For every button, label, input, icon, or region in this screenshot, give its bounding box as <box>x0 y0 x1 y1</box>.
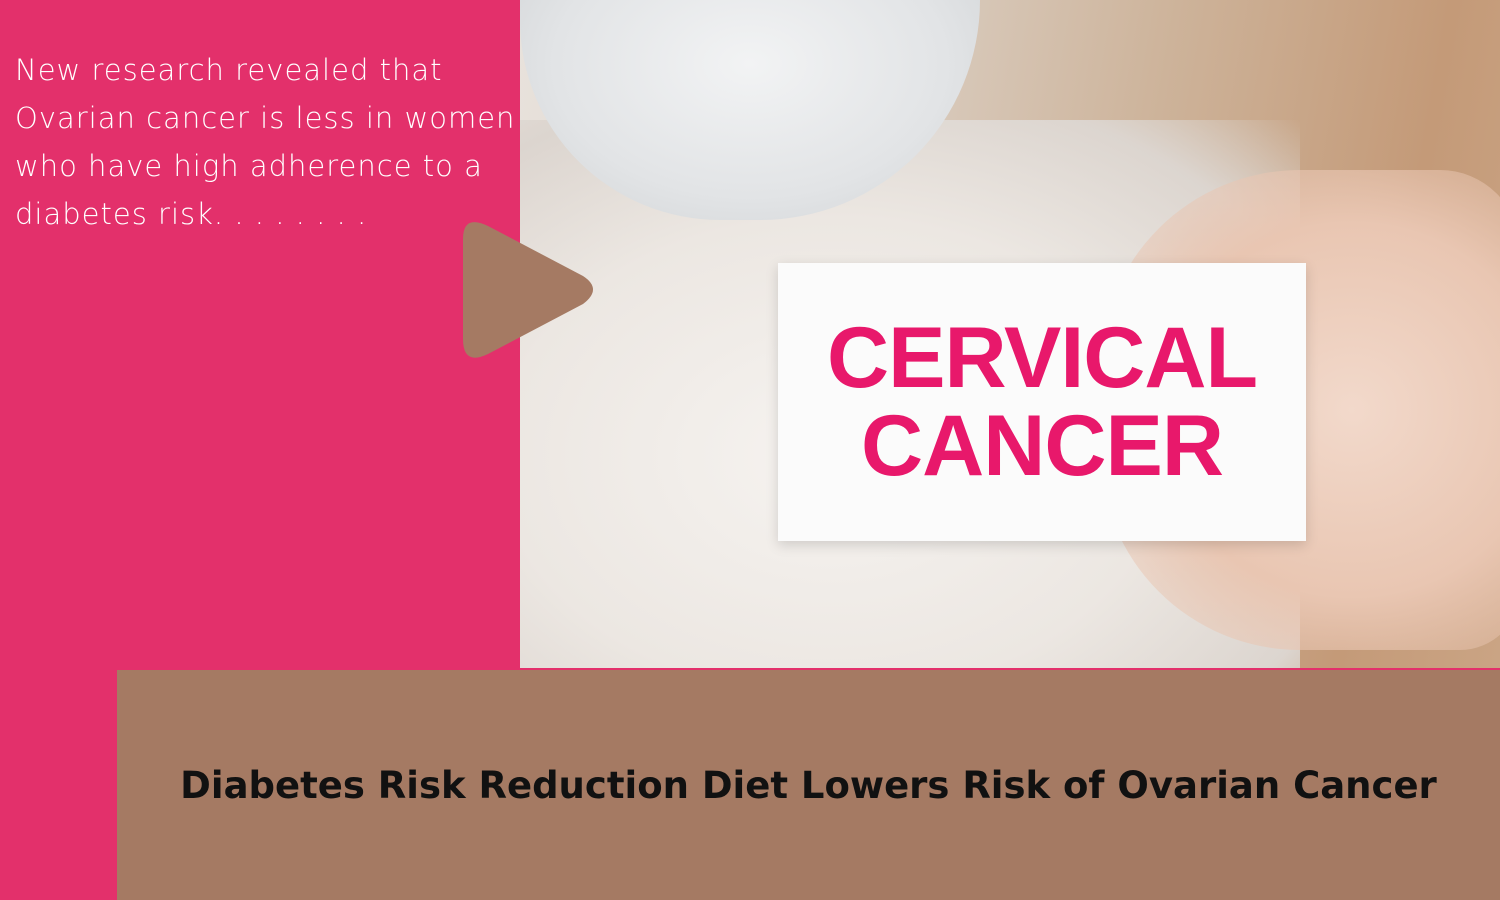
headline: Diabetes Risk Reduction Diet Lowers Risk… <box>180 763 1437 807</box>
card-line-2: CANCER <box>861 398 1224 494</box>
tagline: New research revealed that Ovarian cance… <box>15 53 516 231</box>
hero-photo: CERVICAL CANCER <box>520 0 1500 668</box>
headline-bar: Diabetes Risk Reduction Diet Lowers Risk… <box>117 670 1500 900</box>
cervical-cancer-card: CERVICAL CANCER <box>778 263 1306 541</box>
card-line-1: CERVICAL <box>826 310 1258 406</box>
